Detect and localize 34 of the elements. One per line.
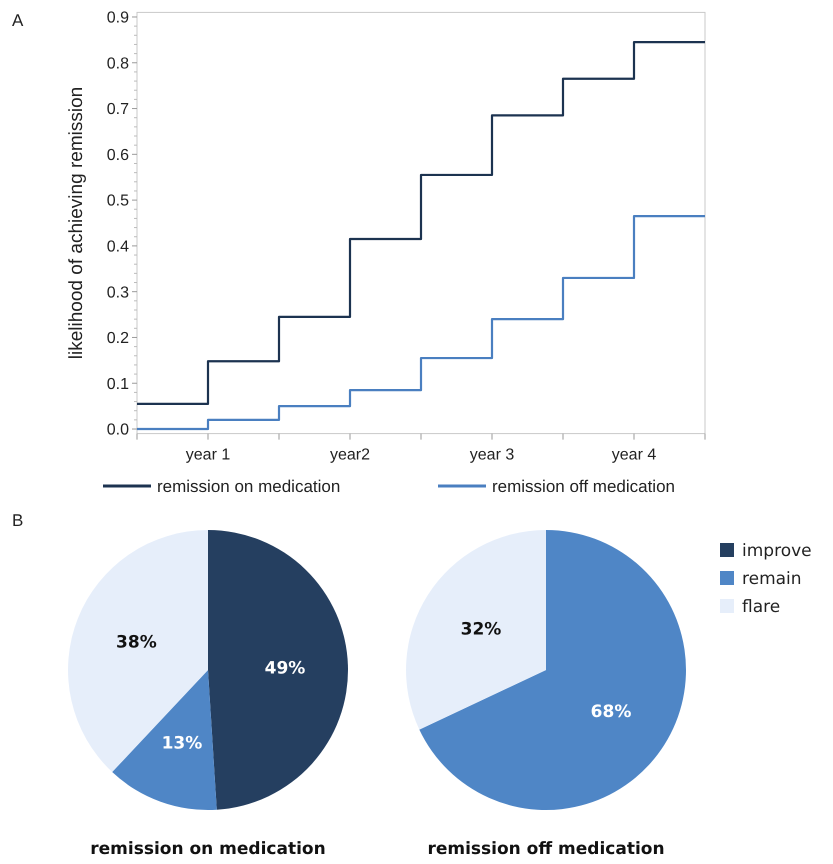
y-tick-label: 0.1: [106, 376, 130, 393]
x-tick-label: year 3: [470, 446, 514, 464]
y-tick-label: 0.8: [106, 55, 130, 72]
y-tick-label: 0.7: [106, 101, 130, 118]
text: remission on medication: [90, 839, 326, 859]
pie-slice: [406, 530, 546, 730]
pie-slice: [68, 530, 208, 772]
data-label: 38%: [116, 632, 157, 653]
legend-label: improve: [742, 540, 812, 561]
text: B: [12, 511, 24, 530]
pie-slice: [208, 530, 348, 810]
x-tick-label: year 4: [612, 446, 656, 464]
y-tick-label: 0.6: [106, 146, 130, 164]
x-tick-label: year 1: [186, 446, 230, 464]
y-tick-label: 0.9: [106, 10, 130, 27]
data-label: 13%: [162, 733, 202, 754]
data-label: 49%: [264, 658, 306, 679]
pie-slice: [112, 670, 217, 810]
y-tick-label: 0.3: [106, 284, 130, 302]
y-tick-label: 0.5: [106, 192, 130, 210]
y-tick-label: 0.4: [106, 238, 130, 256]
y-axis-title: likelihood of achieving remission: [66, 86, 87, 360]
legend-label: remission on medication: [157, 476, 340, 496]
x-tick-label: year2: [330, 446, 370, 464]
legend-label: remission off medication: [492, 476, 675, 496]
text: remission off medication: [427, 839, 665, 859]
text: A: [12, 11, 24, 30]
legend-label: flare: [742, 596, 780, 617]
data-label: 32%: [460, 620, 502, 640]
data-label: 68%: [590, 702, 632, 722]
legend-label: remain: [742, 568, 802, 589]
y-tick-label: 0.0: [106, 422, 130, 439]
y-tick-label: 0.2: [106, 330, 130, 348]
pie-slice: [419, 530, 686, 810]
